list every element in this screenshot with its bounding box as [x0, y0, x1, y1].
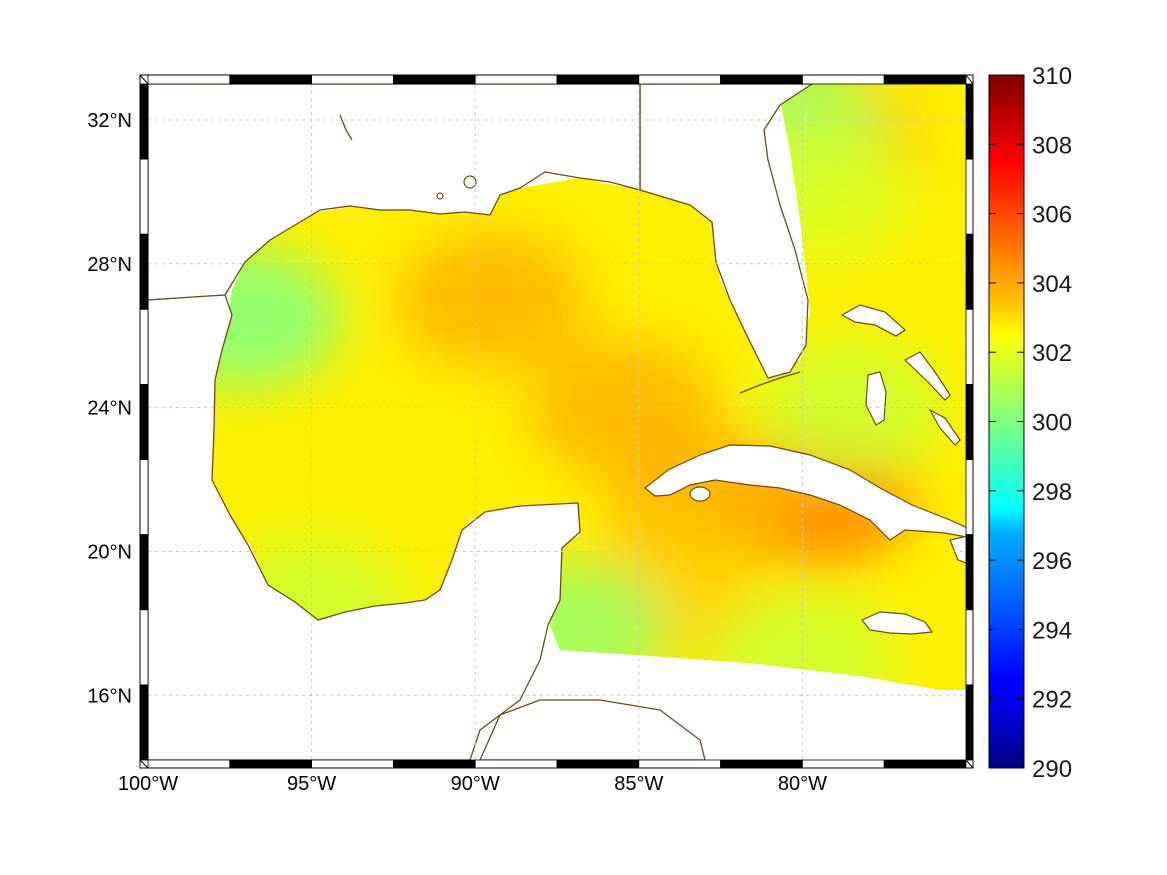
- us-gulf-coast-land: [148, 84, 641, 301]
- colorbar-tick-label: 290: [1032, 756, 1072, 783]
- frame-outline: [139, 74, 974, 769]
- florida-keys: [739, 371, 801, 394]
- latitude-tick-label: 16°N: [87, 685, 132, 707]
- frame-segment: [965, 308, 974, 385]
- frame-segment: [139, 609, 149, 686]
- map-plot-area: [148, 84, 966, 760]
- colorbar-tick-label: 300: [1032, 410, 1072, 437]
- colorbar-tick-label: 294: [1032, 617, 1072, 644]
- central-america-land: [479, 699, 706, 760]
- graticule: [148, 84, 966, 760]
- frame-segment: [965, 534, 974, 611]
- hispaniola-edge: [949, 535, 966, 564]
- colorbar-tick-label: 310: [1032, 63, 1072, 90]
- colorbar-tick-label: 296: [1032, 548, 1072, 575]
- frame-segment: [556, 759, 640, 769]
- frame-segment: [802, 74, 885, 85]
- frame-segment: [802, 759, 885, 769]
- frame-corner: [139, 759, 149, 769]
- colorbar-tick-label: 306: [1032, 202, 1072, 229]
- longitude-tick-label: 85°W: [614, 773, 663, 795]
- frame-segment: [229, 759, 313, 769]
- coastlines: [148, 84, 966, 760]
- exumas: [928, 408, 961, 446]
- colorbar-tick-label: 298: [1032, 479, 1072, 506]
- frame-segment: [147, 74, 231, 85]
- colorbar-tick-label: 304: [1032, 271, 1072, 298]
- delta-island: [436, 192, 444, 200]
- longitude-tick-label: 90°W: [451, 773, 500, 795]
- frame-corner: [139, 74, 149, 85]
- isla-juventud: [689, 486, 711, 502]
- colorbar-tick-label: 308: [1032, 132, 1072, 159]
- frame-segment: [147, 759, 231, 769]
- eleuthera: [903, 351, 951, 401]
- frame-segment: [883, 74, 967, 85]
- frame-segment: [311, 759, 394, 769]
- frame-segment: [965, 459, 974, 536]
- frame-segment: [139, 83, 149, 160]
- colorbar-ticks: 290 292 294 296 298 300 302 304 306 308 310: [989, 63, 1072, 783]
- frame-segment: [720, 74, 803, 85]
- florida-landmass: [639, 84, 813, 379]
- frame-segment: [965, 233, 974, 310]
- longitude-tick-label: 100°W: [118, 773, 178, 795]
- frame-corner: [965, 759, 974, 769]
- longitude-tick-label: 80°W: [778, 773, 827, 795]
- longitude-tick-label: 95°W: [287, 773, 336, 795]
- frame-segment: [556, 74, 640, 85]
- frame-segment: [965, 83, 974, 160]
- frame-segment: [965, 609, 974, 686]
- frame-segment: [474, 759, 558, 769]
- frame-segment: [965, 684, 974, 761]
- frame-segment: [720, 759, 803, 769]
- latitude-tick-label: 28°N: [87, 254, 132, 276]
- frame-segment: [139, 158, 149, 235]
- longitude-labels: 100°W 95°W 90°W 85°W 80°W: [118, 773, 827, 795]
- frame-segment: [139, 534, 149, 611]
- frame-segment: [139, 233, 149, 310]
- frame-segment: [883, 759, 967, 769]
- colorbar-tick-label: 292: [1032, 687, 1072, 714]
- frame-segment: [139, 459, 149, 536]
- frame-segment: [139, 384, 149, 460]
- frame-segment: [474, 74, 558, 85]
- colorbar: 290 292 294 296 298 300 302 304 306 308 310: [988, 63, 1072, 783]
- frame-segment: [392, 759, 476, 769]
- warm-anomaly: [396, 229, 587, 370]
- jamaica-island: [861, 611, 934, 635]
- grand-bahama: [840, 304, 906, 337]
- lake-island: [339, 114, 353, 141]
- cool-anomaly: [756, 337, 947, 478]
- andros-island: [865, 371, 887, 426]
- frame-segment: [638, 74, 721, 85]
- frame-segment: [139, 684, 149, 761]
- cool-anomaly: [212, 247, 342, 388]
- map-border: [139, 74, 974, 769]
- frame-segment: [311, 74, 394, 85]
- frame-corner: [965, 74, 974, 85]
- colorbar-tick-label: 302: [1032, 340, 1072, 367]
- latitude-tick-label: 32°N: [87, 110, 132, 132]
- frame-segment: [965, 384, 974, 460]
- frame-segment: [638, 759, 721, 769]
- frame-segment: [139, 308, 149, 385]
- frame-segment: [965, 158, 974, 235]
- latitude-tick-label: 24°N: [87, 398, 132, 420]
- latitude-labels: 32°N 28°N 24°N 20°N 16°N: [87, 110, 132, 707]
- cuba-island: [644, 444, 966, 541]
- delta-island: [463, 175, 477, 189]
- latitude-tick-label: 20°N: [87, 541, 132, 563]
- mexico-land: [148, 294, 581, 760]
- frame-segment: [392, 74, 476, 85]
- frame-segment: [229, 74, 313, 85]
